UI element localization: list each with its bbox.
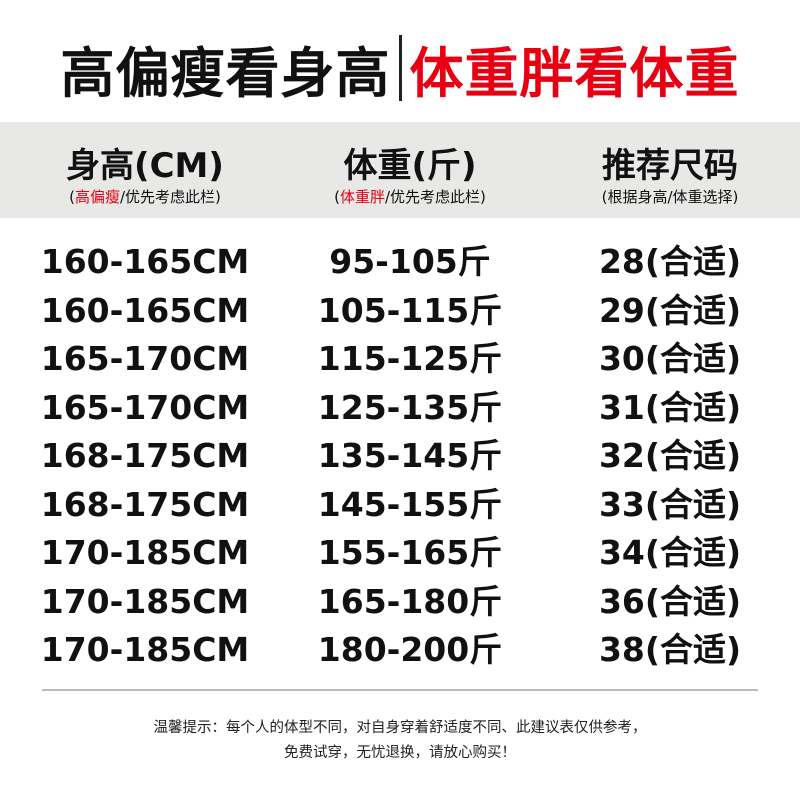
cell-height: 170-185CM [40, 533, 250, 572]
header-height: 身高(CM) [66, 146, 224, 186]
cell-height: 160-165CM [40, 242, 250, 281]
table-row: 168-175CM 135-145斤 32(合适) [0, 432, 800, 481]
cell-size: 38(合适) [598, 630, 742, 669]
cell-height: 168-175CM [40, 436, 250, 475]
cell-weight: 180-200斤 [317, 630, 503, 669]
cell-height: 170-185CM [40, 630, 250, 669]
divider [42, 689, 758, 691]
cell-size: 34(合适) [598, 533, 742, 572]
cell-size: 33(合适) [598, 484, 742, 524]
tip-line-1: 温馨提示：每个人的体型不同，对自身穿着舒适度不同、此建议表仅供参考， [153, 720, 647, 736]
header-weight: 体重(斤) [343, 146, 477, 186]
tip-line-2: 免费试穿，无忧退换，请放心购买！ [284, 745, 516, 761]
cell-weight: 115-125斤 [317, 339, 503, 378]
cell-height: 160-165CM [40, 290, 250, 330]
title-right: 体重胖看体重 [409, 41, 740, 105]
table-row: 160-165CM 105-115斤 29(合适) [0, 287, 800, 336]
tip-note: 温馨提示：每个人的体型不同，对自身穿着舒适度不同、此建议表仅供参考， 免费试穿，… [0, 716, 800, 766]
table-row: 168-175CM 145-155斤 33(合适) [0, 481, 800, 530]
cell-size: 36(合适) [598, 581, 742, 621]
banner-title: 高偏瘦看身高 体重胖看体重 [0, 28, 800, 108]
cell-size: 29(合适) [598, 290, 742, 330]
table-header: 身高(CM) (高偏瘦/优先考虑此栏) 体重(斤) (体重胖/优先考虑此栏) 推… [0, 122, 800, 218]
table-row: 165-170CM 115-125斤 30(合适) [0, 335, 800, 384]
cell-size: 28(合适) [598, 242, 742, 281]
title-separator [398, 35, 402, 101]
table-row: 165-170CM 125-135斤 31(合适) [0, 384, 800, 433]
table-row: 170-185CM 155-165斤 34(合适) [0, 529, 800, 578]
cell-height: 165-170CM [40, 387, 250, 427]
table-row: 170-185CM 165-180斤 36(合适) [0, 578, 800, 627]
cell-size: 31(合适) [598, 387, 742, 427]
cell-weight: 125-135斤 [317, 387, 503, 427]
cell-weight: 95-105斤 [329, 242, 491, 281]
cell-weight: 105-115斤 [317, 290, 503, 330]
header-size-sub: (根据身高/体重选择) [601, 188, 739, 206]
cell-height: 168-175CM [40, 484, 250, 524]
header-weight-sub: (体重胖/优先考虑此栏) [334, 188, 486, 206]
cell-size: 32(合适) [598, 436, 742, 475]
size-table: 160-165CM 95-105斤 28(合适) 160-165CM 105-115斤 2… [0, 238, 800, 675]
cell-weight: 145-155斤 [317, 484, 503, 524]
cell-weight: 165-180斤 [317, 581, 503, 621]
header-height-sub: (高偏瘦/优先考虑此栏) [69, 188, 221, 206]
cell-height: 170-185CM [40, 581, 250, 621]
table-row: 170-185CM 180-200斤 38(合适) [0, 626, 800, 675]
title-left: 高偏瘦看身高 [60, 41, 391, 105]
header-size: 推荐尺码 [602, 146, 738, 186]
cell-height: 165-170CM [40, 339, 250, 378]
cell-weight: 135-145斤 [317, 436, 503, 475]
table-row: 160-165CM 95-105斤 28(合适) [0, 238, 800, 287]
cell-size: 30(合适) [598, 339, 742, 378]
cell-weight: 155-165斤 [317, 533, 503, 572]
